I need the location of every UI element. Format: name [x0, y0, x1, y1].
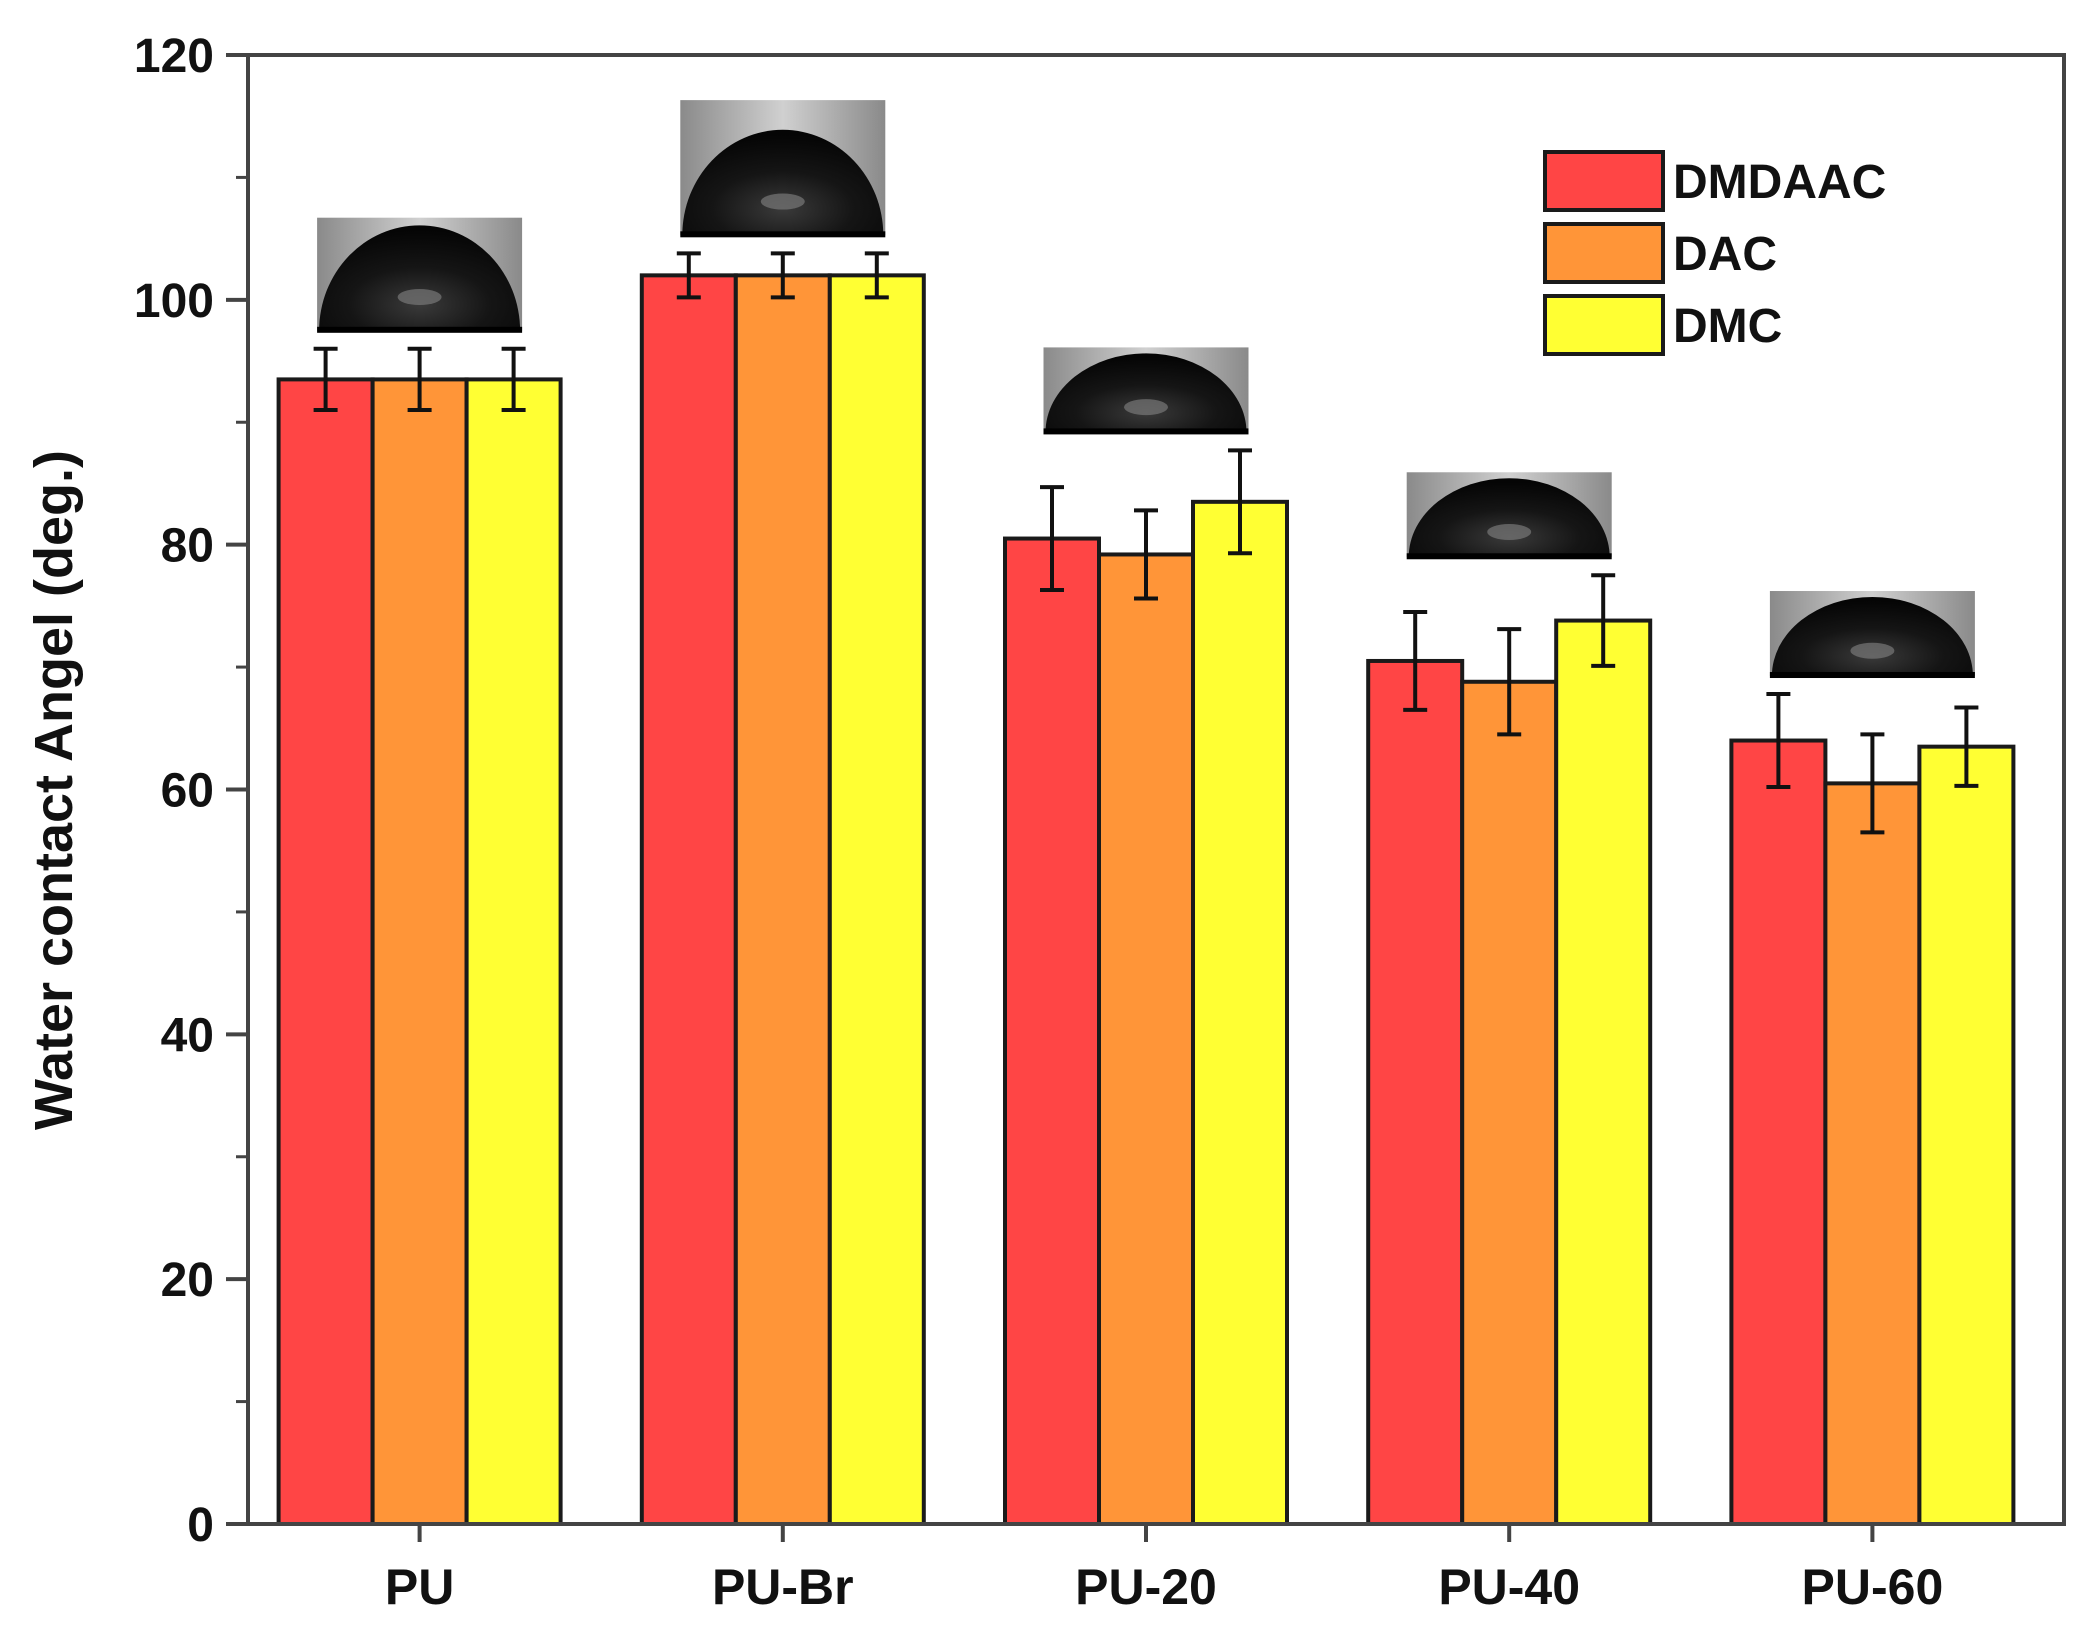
y-axis: 0 20 40 60 80 100 120	[134, 30, 248, 1552]
droplet-highlight	[1124, 399, 1168, 416]
droplet-baseline	[1043, 428, 1249, 435]
droplet-shape	[1408, 478, 1610, 558]
legend-swatch-dac	[1543, 222, 1665, 284]
bar-dmdaac-pu-20	[1003, 536, 1101, 1526]
droplet-photo-pu-60	[1769, 591, 1975, 679]
error-bars-layer	[313, 251, 1979, 835]
y-tick-label: 0	[187, 1499, 214, 1552]
legend-label-dmdaac: DMDAAC	[1673, 156, 1886, 209]
legend-label-dmc: DMC	[1673, 300, 1782, 353]
bar-dmdaac-pu-60	[1729, 738, 1828, 1526]
droplet-shape	[1771, 597, 1973, 677]
x-tick-label: PU	[385, 1559, 454, 1615]
x-axis: PU PU-Br PU-20 PU-40 PU-60	[385, 1524, 1943, 1615]
y-tick-label: 60	[161, 765, 214, 818]
legend-swatch-dmdaac	[1543, 150, 1665, 212]
bars-layer	[276, 273, 2016, 1527]
droplet-images	[317, 100, 1975, 679]
bar-dmc-pu	[464, 377, 563, 1526]
x-tick-label: PU-20	[1075, 1559, 1217, 1615]
y-tick-label: 20	[161, 1254, 214, 1307]
droplet-shape	[682, 129, 884, 236]
bar-dmdaac-pu	[276, 377, 375, 1526]
y-axis-label: Water contact Angel (deg.)	[24, 450, 84, 1130]
droplet-photo-pu-br	[680, 100, 886, 238]
bar-dac-pu	[370, 377, 469, 1526]
y-tick-label: 100	[134, 275, 214, 328]
droplet-baseline	[1769, 672, 1975, 679]
bar-dac-pu-20	[1097, 552, 1195, 1526]
bar-dmc-pu-60	[1917, 744, 2016, 1526]
droplet-baseline	[680, 231, 886, 238]
bar-dac-pu-br	[733, 273, 832, 1527]
y-tick-label: 40	[161, 1009, 214, 1062]
droplet-photo-pu-40	[1406, 472, 1612, 560]
droplet-highlight	[1850, 642, 1895, 659]
droplet-baseline	[317, 326, 523, 333]
droplet-baseline	[1406, 553, 1612, 560]
bar-dac-pu-60	[1823, 781, 1922, 1526]
x-tick-label: PU-Br	[712, 1559, 854, 1615]
x-tick-label: PU-40	[1438, 1559, 1580, 1615]
droplet-shape	[319, 225, 521, 331]
droplet-shape	[1045, 353, 1247, 433]
droplet-highlight	[760, 193, 805, 210]
droplet-highlight	[397, 289, 442, 306]
bar-dmc-pu-br	[827, 273, 926, 1527]
bar-dmdaac-pu-40	[1366, 658, 1465, 1526]
legend: DMDAAC DAC DMC	[1543, 150, 1886, 356]
droplet-photo-pu-20	[1043, 347, 1249, 435]
bar-dmc-pu-20	[1191, 499, 1289, 1526]
bar-dmc-pu-40	[1554, 618, 1653, 1526]
y-tick-label: 80	[161, 520, 214, 573]
bar-dac-pu-40	[1460, 679, 1559, 1526]
x-tick-label: PU-60	[1802, 1559, 1944, 1615]
bar-dmdaac-pu-br	[639, 273, 738, 1527]
y-tick-label: 120	[134, 30, 214, 83]
droplet-highlight	[1487, 523, 1532, 540]
legend-swatch-dmc	[1543, 294, 1665, 356]
droplet-photo-pu	[317, 217, 523, 333]
legend-label-dac: DAC	[1673, 228, 1777, 281]
